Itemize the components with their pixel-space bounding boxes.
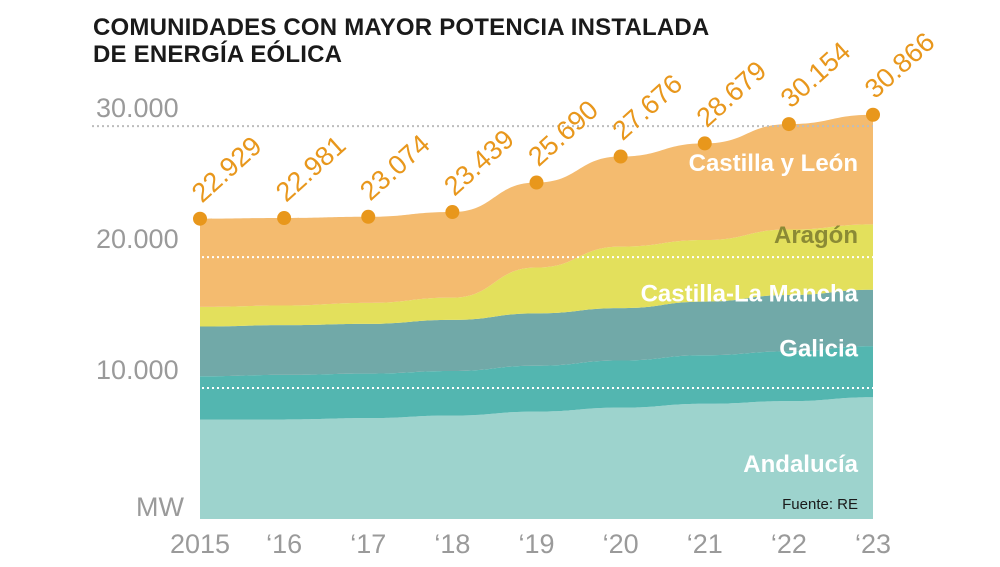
x-tick-label: ‘23: [855, 529, 891, 559]
source-note: Fuente: RE: [782, 496, 858, 513]
total-value-label: 23.074: [354, 129, 435, 207]
chart-title-line-1: COMUNIDADES CON MAYOR POTENCIA INSTALADA: [93, 14, 710, 41]
label-castilla-y-leon: Castilla y León: [689, 150, 858, 177]
x-tick-label: ‘20: [603, 529, 639, 559]
series-labels: Andalucía Galicia Castilla-La Mancha Aragón…: [641, 150, 859, 478]
y-tick-label: 20.000: [96, 224, 179, 254]
gridlines: [92, 125, 873, 390]
total-marker: [866, 107, 880, 122]
total-value-label: 22.981: [270, 130, 351, 208]
x-tick-label: 2015: [170, 529, 230, 559]
chart-title-line-2: DE ENERGÍA EÓLICA: [93, 41, 343, 68]
total-marker: [781, 117, 796, 132]
label-andalucia: Andalucía: [743, 451, 858, 478]
total-marker: [529, 175, 544, 190]
total-marker: [697, 136, 712, 151]
area-galicia: [200, 346, 873, 420]
total-marker: [613, 149, 628, 164]
area-aragon: [200, 224, 873, 327]
label-aragon: Aragón: [774, 222, 858, 249]
x-tick-label: ‘18: [434, 529, 470, 559]
x-axis: 2015 ‘16 ‘17 ‘18 ‘19 ‘20 ‘21 ‘22 ‘23: [170, 529, 891, 559]
total-marker: [361, 209, 376, 224]
total-value-label: 27.676: [607, 68, 688, 146]
total-value-label: 25.690: [522, 94, 603, 172]
label-castilla-la-mancha: Castilla-La Mancha: [641, 281, 859, 308]
total-marker: [193, 211, 207, 226]
label-galicia: Galicia: [779, 336, 858, 363]
area-andalucia: [200, 397, 873, 519]
y-unit-label: MW: [136, 492, 184, 522]
area-layers: [200, 114, 873, 519]
total-value-label: 28.679: [691, 55, 772, 133]
x-tick-label: ‘19: [518, 529, 554, 559]
x-tick-label: ‘21: [687, 529, 723, 559]
x-tick-label: ‘17: [350, 529, 386, 559]
total-value-label: 30.866: [859, 27, 940, 105]
y-tick-label: 30.000: [96, 93, 179, 123]
chart-title: COMUNIDADES CON MAYOR POTENCIA INSTALADA…: [93, 14, 709, 68]
total-value-label: 22.929: [186, 131, 267, 209]
total-value-label: 30.154: [775, 36, 856, 114]
y-axis: 10.000 20.000 30.000 MW: [96, 93, 184, 522]
x-tick-label: ‘16: [266, 529, 302, 559]
x-tick-label: ‘22: [771, 529, 807, 559]
area-castilla-y-leon: [200, 114, 873, 307]
y-tick-label: 10.000: [96, 355, 179, 385]
total-marker: [445, 205, 460, 220]
total-marker: [277, 211, 292, 226]
area-castilla-la-mancha: [200, 289, 873, 377]
